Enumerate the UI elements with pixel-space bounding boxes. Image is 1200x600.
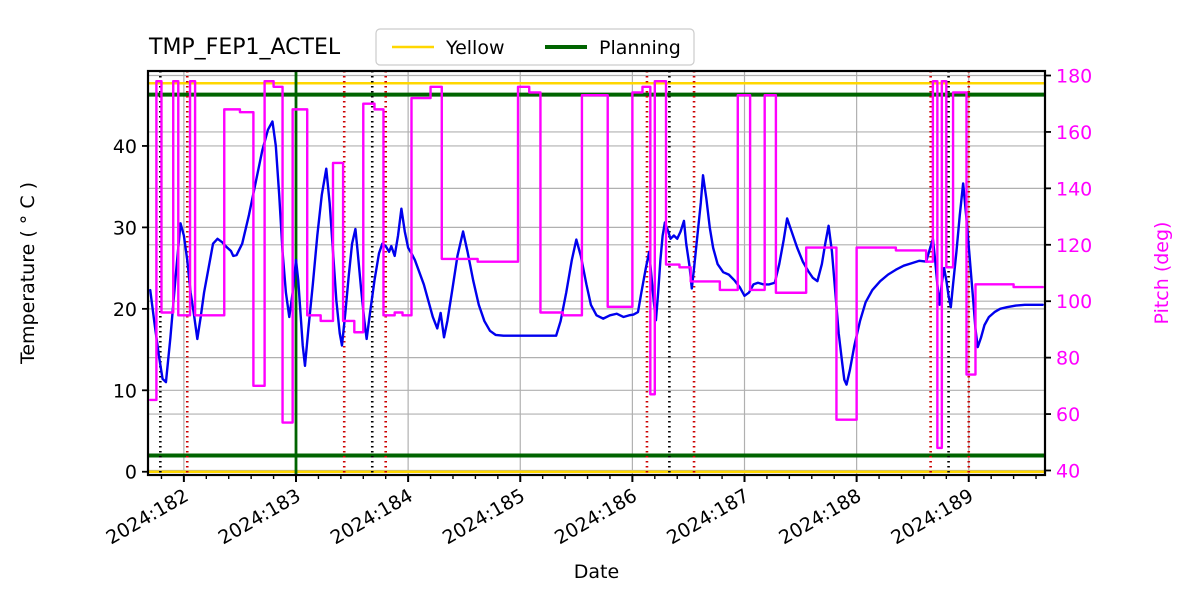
x-tick-label: 2024:189 xyxy=(887,485,977,550)
x-tick-label: 2024:188 xyxy=(775,485,865,550)
x-tick-label: 2024:182 xyxy=(103,485,193,550)
x-tick-label: 2024:185 xyxy=(439,485,529,550)
x-axis-label: Date xyxy=(574,561,619,583)
plot-frame xyxy=(146,69,1047,477)
y-left-tick-label: 40 xyxy=(113,136,137,158)
y-right-tick-label: 160 xyxy=(1056,122,1092,144)
y-right-tick-label: 60 xyxy=(1056,404,1080,426)
y-left-axis-label: Temperature ( ° C ) xyxy=(17,182,39,365)
y-right-tick-label: 120 xyxy=(1056,235,1092,257)
x-tick-label: 2024:187 xyxy=(663,485,753,550)
y-right-tick-label: 40 xyxy=(1056,460,1080,482)
y-right-tick-label: 140 xyxy=(1056,178,1092,200)
y-right-tick-label: 80 xyxy=(1056,348,1080,370)
x-tick-label: 2024:184 xyxy=(327,485,417,550)
legend-box xyxy=(375,28,695,66)
x-tick-label: 2024:186 xyxy=(551,485,641,550)
y-right-tick-label: 100 xyxy=(1056,291,1092,313)
y-right-tick-label: 180 xyxy=(1056,66,1092,88)
y-left-tick-label: 10 xyxy=(113,380,137,402)
series-line-pitch xyxy=(149,79,1044,450)
y-left-tick-label: 20 xyxy=(113,299,137,321)
y-left-tick-label: 30 xyxy=(113,217,137,239)
legend-label-planning: Planning xyxy=(599,37,681,59)
x-tick-label: 2024:183 xyxy=(215,485,305,550)
y-left-tick-label: 0 xyxy=(125,462,137,484)
legend-label-yellow: Yellow xyxy=(445,37,505,59)
y-right-axis-label: Pitch (deg) xyxy=(1151,222,1173,325)
chart-title: TMP_FEP1_ACTEL xyxy=(148,35,341,60)
